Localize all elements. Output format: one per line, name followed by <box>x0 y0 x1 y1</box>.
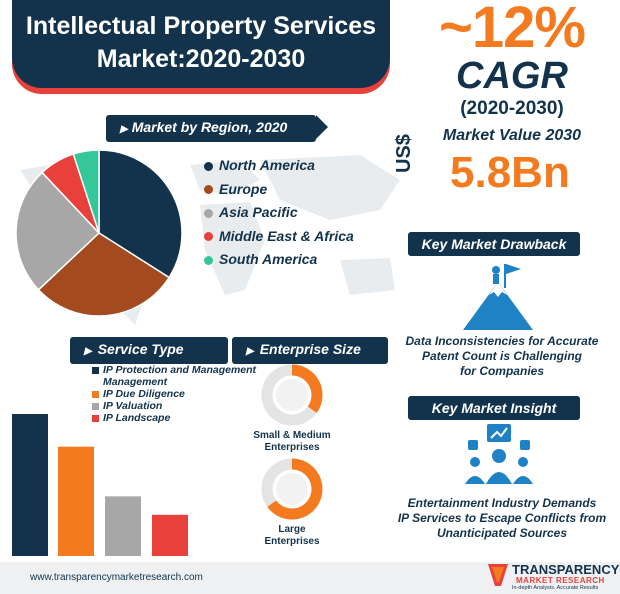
legend-label: IP Landscape <box>103 412 171 424</box>
donut-value-arc <box>291 364 323 413</box>
bar-ip-due-diligence <box>58 446 94 556</box>
brand-subname: MARKET RESEARCH <box>516 576 605 585</box>
legend-dot <box>204 185 213 195</box>
enterprise-label-large: Large Enterprises <box>232 524 352 548</box>
insight-title: Key Market Insight <box>431 400 557 416</box>
legend-item: Europe <box>204 181 354 205</box>
legend-label: IP Protection and Management <box>103 364 257 376</box>
legend-label: IP Due Diligence <box>103 388 185 400</box>
enterprise-label-line: Enterprises <box>264 536 320 547</box>
pie-slice-south-america <box>72 149 100 234</box>
legend-item: South America <box>204 251 354 275</box>
brand-name: TRANSPARENCY <box>512 562 620 577</box>
legend-label: South America <box>219 251 318 267</box>
footer-bar <box>0 562 620 594</box>
brand-tagline: In-depth Analysis. Accurate Results <box>512 585 599 591</box>
enterprise-section-title: Enterprise Size <box>259 341 361 357</box>
title-line-2: Market:2020-2030 <box>96 45 306 73</box>
donut-center <box>276 379 308 411</box>
footer-url[interactable]: www.transparencymarketresearch.com <box>30 572 203 583</box>
service-section-title: Service Type <box>97 341 184 357</box>
legend-square <box>92 414 99 422</box>
donut-value-arc <box>267 458 323 520</box>
legend-item: Asia Pacific <box>204 204 354 228</box>
enterprise-label-line: Small & Medium <box>253 430 331 441</box>
drawback-text: Data Inconsistencies for Accurate Patent… <box>392 334 612 379</box>
drawback-header: Key Market Drawback <box>408 232 580 256</box>
legend-square <box>92 402 99 410</box>
insight-header: Key Market Insight <box>408 396 580 420</box>
service-section-header: ▶ Service Type <box>70 337 228 364</box>
donut-center <box>276 473 308 505</box>
legend-label: North America <box>219 157 315 173</box>
cagr-label: CAGR <box>456 55 568 97</box>
insight-text: Entertainment Industry Demands IP Servic… <box>392 496 612 541</box>
region-section-title: Market by Region, 2020 <box>131 119 288 135</box>
insight-text-line: IP Services to Escape Conflicts from <box>397 511 607 525</box>
service-bar-chart <box>12 414 188 556</box>
legend-item: Middle East & Africa <box>204 228 354 252</box>
legend-item: IP Protection and Management <box>92 364 256 376</box>
legend-label: Asia Pacific <box>219 204 298 220</box>
title-line-1: Intellectual Property Services <box>25 12 377 40</box>
caret-right-icon: ▶ <box>120 124 128 135</box>
legend-label: Middle East & Africa <box>219 227 354 244</box>
insight-text-line: Entertainment Industry Demands <box>407 496 597 510</box>
bar-ip-protection-and-management <box>12 414 48 556</box>
drawback-text-line: Data Inconsistencies for Accurate <box>405 334 599 348</box>
enterprise-section-header: ▶ Enterprise Size <box>232 337 388 364</box>
region-legend: North America Europe Asia Pacific Middle… <box>204 157 354 275</box>
page-title: Intellectual Property Services Market:20… <box>12 10 390 76</box>
brand-logo: TRANSPARENCY MARKET RESEARCH In-depth An… <box>488 558 620 592</box>
legend-dot <box>204 232 213 242</box>
legend-item: IP Due Diligence <box>92 388 256 400</box>
region-pie-chart <box>15 149 183 317</box>
enterprise-label-line: Large <box>278 524 306 535</box>
legend-label: Europe <box>219 180 268 197</box>
logo-icon <box>488 564 508 586</box>
market-value-amount: 5.8Bn <box>450 148 570 197</box>
bar-ip-landscape <box>152 514 188 556</box>
region-section-header: ▶ Market by Region, 2020 <box>106 115 316 142</box>
legend-label: IP Valuation <box>103 400 163 412</box>
currency-label: US$ <box>393 134 415 173</box>
enterprise-label-line: Enterprises <box>264 442 320 453</box>
legend-item: IP Landscape <box>92 412 256 424</box>
region-pill-tail <box>316 115 328 139</box>
enterprise-donut-small-medium <box>261 364 323 426</box>
drawback-text-line: for Companies <box>459 364 544 378</box>
market-value-label: Market Value 2030 <box>442 127 582 144</box>
pie-slice-asia-pacific <box>15 171 101 291</box>
enterprise-donut-large <box>261 458 323 520</box>
legend-dot <box>204 255 213 265</box>
legend-item: North America <box>204 157 354 181</box>
insight-text-line: Unanticipated Sources <box>436 526 568 540</box>
caret-right-icon: ▶ <box>246 346 254 357</box>
legend-square <box>92 366 99 374</box>
cagr-value: ~12% <box>439 0 586 60</box>
legend-square <box>92 390 99 398</box>
mountain-flag-icon <box>463 264 533 330</box>
service-legend: IP Protection and Management Management … <box>92 364 256 424</box>
legend-dot <box>204 208 213 218</box>
title-banner <box>12 0 390 88</box>
bar-ip-valuation <box>105 496 141 556</box>
legend-item-continued: Management <box>103 376 168 388</box>
cagr-period: (2020-2030) <box>460 98 564 119</box>
pie-slice-europe <box>37 232 171 317</box>
drawback-title: Key Market Drawback <box>421 236 567 252</box>
drawback-text-line: Patent Count is Challenging <box>421 349 582 363</box>
legend-dot <box>204 161 213 171</box>
enterprise-label-small-medium: Small & Medium Enterprises <box>232 430 352 454</box>
legend-item: IP Valuation <box>92 400 256 412</box>
caret-right-icon: ▶ <box>84 346 92 357</box>
team-growth-icon <box>465 424 533 484</box>
